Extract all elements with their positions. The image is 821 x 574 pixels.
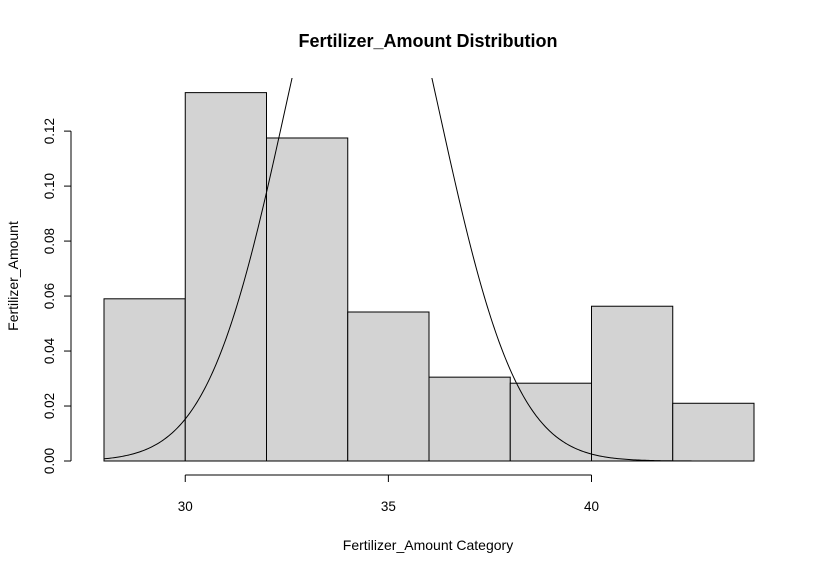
histogram-bar-4 bbox=[428, 376, 511, 462]
x-axis-label: Fertilizer_Amount Category bbox=[343, 537, 513, 553]
y-tick-label-6: 0.12 bbox=[42, 118, 57, 144]
x-tick-label-0: 30 bbox=[178, 499, 193, 514]
x-axis: 30 35 40 bbox=[178, 474, 599, 514]
x-tick-label-2: 40 bbox=[584, 499, 599, 514]
histogram-bar-0 bbox=[103, 298, 186, 462]
histogram-bars bbox=[103, 92, 755, 462]
histogram-bar-7 bbox=[672, 402, 755, 462]
y-tick-label-2: 0.04 bbox=[42, 337, 57, 364]
chart-title: Fertilizer_Amount Distribution bbox=[298, 31, 557, 51]
y-tick-label-4: 0.08 bbox=[42, 228, 57, 254]
y-tick-label-5: 0.10 bbox=[42, 173, 57, 199]
y-axis-label: Fertilizer_Amount bbox=[5, 221, 21, 331]
histogram-bar-6 bbox=[591, 305, 674, 462]
histogram-bar-3 bbox=[347, 311, 430, 462]
density-curve bbox=[103, 78, 754, 462]
y-tick-label-0: 0.00 bbox=[42, 448, 57, 474]
density-curve-layer bbox=[103, 78, 754, 462]
histogram-bar-1 bbox=[184, 92, 267, 462]
histogram-bar-2 bbox=[266, 137, 349, 462]
y-axis: 0.00 0.02 0.04 0.06 0.08 0.10 0.12 bbox=[42, 118, 72, 474]
y-tick-label-3: 0.06 bbox=[42, 283, 57, 309]
x-tick-label-1: 35 bbox=[381, 499, 396, 514]
y-tick-label-1: 0.02 bbox=[42, 393, 57, 419]
